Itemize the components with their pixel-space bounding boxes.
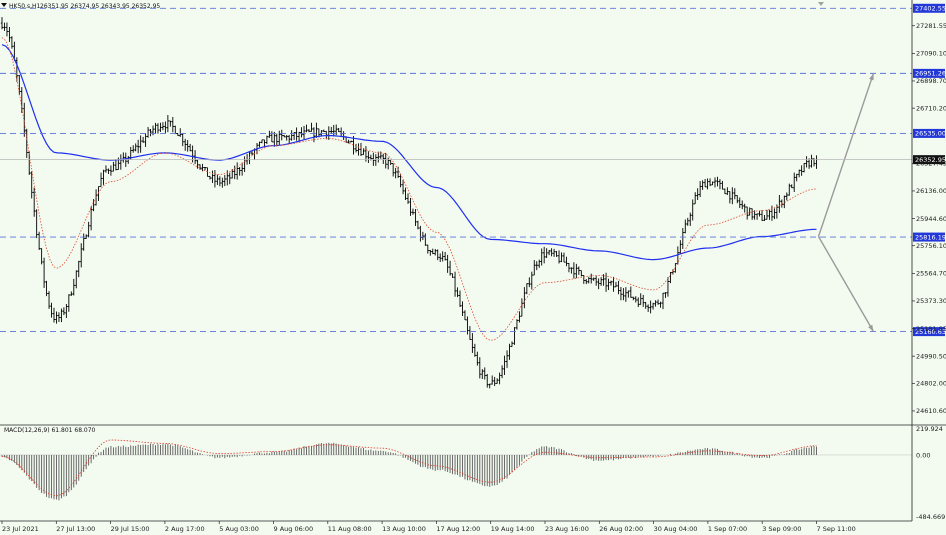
macd-title: MACD(12,26,9) 61.801 68.070 xyxy=(4,427,96,434)
level-tag-label: 27402.55 xyxy=(915,5,946,13)
candles xyxy=(0,17,818,389)
time-tick-label: 26 Aug 02:00 xyxy=(599,525,643,533)
time-tick-label: 23 Jul 2021 xyxy=(2,525,39,533)
time-tick-label: 29 Jul 15:00 xyxy=(111,525,150,533)
chart-shift-marker-icon[interactable] xyxy=(818,2,824,6)
macd-tick-label: -484.669 xyxy=(916,513,945,521)
level-tag xyxy=(913,327,945,337)
ma-fast-line xyxy=(1,37,817,341)
price-tick-label: 25756.10 xyxy=(916,242,946,250)
price-tick-label: 25373.30 xyxy=(916,297,946,305)
level-tag-label: 26535.00 xyxy=(915,130,946,138)
projection-arrow-head xyxy=(869,73,874,81)
time-tick-label: 1 Sep 07:00 xyxy=(708,525,747,533)
time-tick-label: 9 Aug 06:00 xyxy=(274,525,314,533)
price-tick-label: 24990.50 xyxy=(916,352,946,360)
price-tick-label: 24802.00 xyxy=(916,380,946,388)
time-tick-label: 2 Aug 17:00 xyxy=(165,525,205,533)
ma-slow-line xyxy=(1,44,817,261)
level-tag xyxy=(913,68,945,78)
price-pane xyxy=(0,7,912,389)
macd-tick-label: 219.924 xyxy=(916,425,943,433)
price-tick-label: 26136.00 xyxy=(916,187,946,195)
price-tick-label: 27090.10 xyxy=(916,50,946,58)
time-tick-label: 27 Jul 13:00 xyxy=(56,525,95,533)
level-tag-label: 25160.63 xyxy=(915,328,946,336)
time-tick-label: 13 Aug 10:00 xyxy=(382,525,426,533)
price-tick-label: 27281.55 xyxy=(916,22,946,30)
projection-arrow-head xyxy=(868,324,874,332)
symbol-dropdown-icon[interactable] xyxy=(1,3,7,7)
time-tick-label: 3 Sep 09:00 xyxy=(762,525,801,533)
time-tick-label: 17 Aug 12:00 xyxy=(436,525,480,533)
price-tick-label: 25944.60 xyxy=(916,215,946,223)
level-tag xyxy=(913,128,945,138)
chart-ohlc: 26351.95 26374.95 26343.95 26352.95 xyxy=(40,3,160,10)
price-tick-label: 25181.85 xyxy=(916,325,946,333)
macd-signal-line xyxy=(1,439,817,497)
projection-arrow xyxy=(817,73,875,237)
level-tag-label: 26951.26 xyxy=(915,70,946,78)
current-price-tag xyxy=(913,155,945,165)
macd-tick-label: 0.00 xyxy=(916,451,930,459)
macd-pane xyxy=(0,424,946,501)
time-tick-label: 5 Aug 03:00 xyxy=(219,525,259,533)
level-tag-label: 25816.19 xyxy=(915,233,946,241)
price-tick-label: 26898.70 xyxy=(916,77,946,85)
projection-arrow xyxy=(817,236,875,332)
price-tick-label: 26327.45 xyxy=(916,160,946,168)
time-tick-label: 30 Aug 04:00 xyxy=(654,525,698,533)
current-price-label: 26352.95 xyxy=(915,156,946,164)
time-tick-label: 7 Sep 11:00 xyxy=(817,525,856,533)
price-tick-label: 24610.60 xyxy=(916,407,946,415)
price-tick-label: 25564.70 xyxy=(916,270,946,278)
chart-symbol: HK50.s,H1 xyxy=(9,3,41,10)
level-tag xyxy=(913,232,945,242)
time-tick-label: 11 Aug 08:00 xyxy=(328,525,372,533)
level-tag xyxy=(913,3,945,13)
time-tick-label: 19 Aug 14:00 xyxy=(491,525,535,533)
time-tick-label: 23 Aug 16:00 xyxy=(545,525,589,533)
price-tick-label: 26710.20 xyxy=(916,104,946,112)
